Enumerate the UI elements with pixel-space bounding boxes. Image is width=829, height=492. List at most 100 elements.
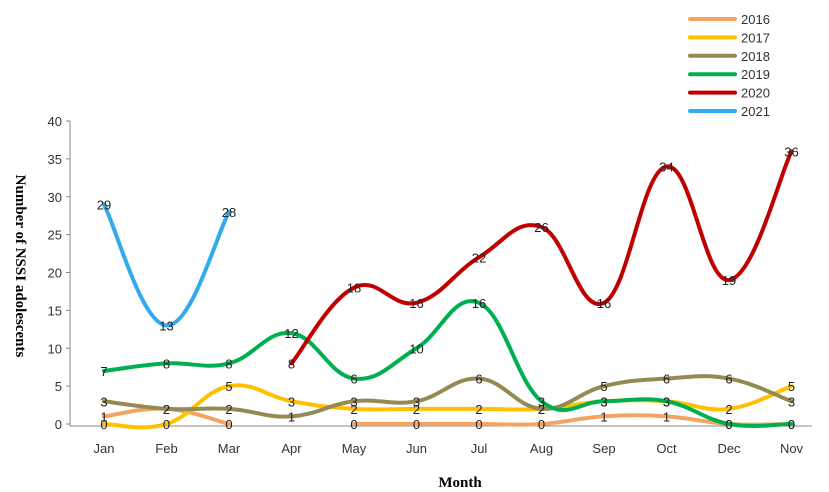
data-label-2017: 2	[475, 402, 482, 417]
y-tick-label: 40	[48, 114, 62, 129]
series-line-2017	[102, 383, 794, 430]
data-label-2017: 2	[538, 402, 545, 417]
data-label-2019: 12	[284, 326, 298, 341]
series-line-2019	[102, 299, 794, 428]
x-tick-label: Jul	[471, 441, 488, 456]
data-label-2016: 1	[100, 409, 107, 424]
series-lines	[102, 149, 794, 430]
y-tick-label: 25	[48, 228, 62, 243]
data-label-2019: 8	[225, 356, 232, 371]
data-label-2020: 36	[784, 144, 798, 159]
data-label-2018: 6	[663, 372, 670, 387]
data-label-2016: 2	[163, 402, 170, 417]
data-label-2016: 0	[538, 417, 545, 432]
data-label-2019: 10	[409, 341, 423, 356]
data-label-2016: 0	[788, 417, 795, 432]
data-label-2020: 22	[472, 250, 486, 265]
data-label-2017: 5	[788, 379, 795, 394]
data-label-2020: 18	[347, 281, 361, 296]
x-tick-label: May	[342, 441, 367, 456]
data-label-2019: 0	[788, 417, 795, 432]
data-label-2017: 2	[413, 402, 420, 417]
data-label-2018: 2	[163, 402, 170, 417]
data-label-2017: 3	[663, 394, 670, 409]
data-label-2020: 16	[409, 296, 423, 311]
y-tick-label: 20	[48, 266, 62, 281]
data-label-2018: 2	[225, 402, 232, 417]
x-tick-label: Sep	[592, 441, 615, 456]
data-label-2018: 2	[538, 402, 545, 417]
data-label-2016: 0	[350, 417, 357, 432]
data-label-2020: 26	[534, 220, 548, 235]
x-tick-label: Aug	[530, 441, 553, 456]
legend-label-2019: 2019	[741, 67, 770, 82]
data-label-2021: 29	[97, 197, 111, 212]
series-line-2018	[102, 374, 794, 419]
x-tick-label: Jan	[94, 441, 115, 456]
data-label-2017: 2	[725, 402, 732, 417]
y-tick-label: 35	[48, 152, 62, 167]
data-label-2016: 0	[475, 417, 482, 432]
x-tick-label: Apr	[281, 441, 302, 456]
legend-label-2020: 2020	[741, 86, 770, 101]
data-label-2020: 8	[288, 356, 295, 371]
data-label-2018: 6	[475, 372, 482, 387]
legend: 2016 2017 2018 2019 2020 2021	[688, 12, 770, 119]
data-label-2019: 8	[163, 356, 170, 371]
data-label-2020: 34	[659, 159, 673, 174]
x-tick-label: Nov	[780, 441, 804, 456]
y-tick-label: 0	[55, 417, 62, 432]
legend-label-2021: 2021	[741, 104, 770, 119]
legend-label-2018: 2018	[741, 49, 770, 64]
data-label-2017: 5	[225, 379, 232, 394]
legend-label-2016: 2016	[741, 12, 770, 27]
x-axis-title: Month	[438, 475, 482, 491]
y-axis-title: Number of NSSI adolescents	[12, 175, 28, 358]
data-label-2019: 16	[472, 296, 486, 311]
data-label-2016: 0	[413, 417, 420, 432]
data-label-2019: 3	[600, 394, 607, 409]
x-tick-label: Dec	[717, 441, 741, 456]
x-tick-label: Oct	[656, 441, 677, 456]
data-label-2017: 3	[288, 394, 295, 409]
data-label-2019: 7	[100, 364, 107, 379]
x-ticks: Jan Feb Mar Apr May Jun Jul Aug Sep Oct Dec Nov	[94, 441, 804, 456]
y-ticks: 0 5 10 15 20 25 30 35 40	[48, 114, 70, 432]
series-line-2020	[289, 149, 794, 366]
data-label-2018: 1	[288, 409, 295, 424]
data-label-2020: 19	[722, 273, 736, 288]
data-label-2018: 3	[100, 394, 107, 409]
legend-label-2017: 2017	[741, 30, 770, 45]
data-label-2017: 0	[163, 417, 170, 432]
data-label-2019: 3	[538, 394, 545, 409]
data-label-2017: 0	[100, 417, 107, 432]
data-label-2017: 3	[600, 394, 607, 409]
y-tick-label: 10	[48, 341, 62, 356]
data-label-2018: 3	[350, 394, 357, 409]
data-label-2016: 0	[225, 417, 232, 432]
data-label-2019: 3	[663, 394, 670, 409]
data-label-2018: 6	[725, 372, 732, 387]
data-label-2021: 13	[159, 319, 173, 334]
data-label-2019: 0	[725, 417, 732, 432]
x-tick-label: Mar	[218, 441, 241, 456]
data-label-2016: 1	[663, 409, 670, 424]
data-label-2018: 5	[600, 379, 607, 394]
data-label-2016: 1	[600, 409, 607, 424]
data-label-2016: 0	[725, 417, 732, 432]
x-tick-label: Jun	[406, 441, 427, 456]
y-tick-label: 5	[55, 379, 62, 394]
series-line-2021	[102, 202, 231, 328]
data-label-2021: 28	[222, 205, 236, 220]
y-tick-label: 15	[48, 303, 62, 318]
data-label-2020: 16	[597, 296, 611, 311]
y-tick-label: 30	[48, 190, 62, 205]
data-label-2018: 3	[413, 394, 420, 409]
data-label-2018: 3	[788, 394, 795, 409]
data-label-2017: 2	[350, 402, 357, 417]
data-label-2019: 6	[350, 372, 357, 387]
x-tick-label: Feb	[155, 441, 177, 456]
